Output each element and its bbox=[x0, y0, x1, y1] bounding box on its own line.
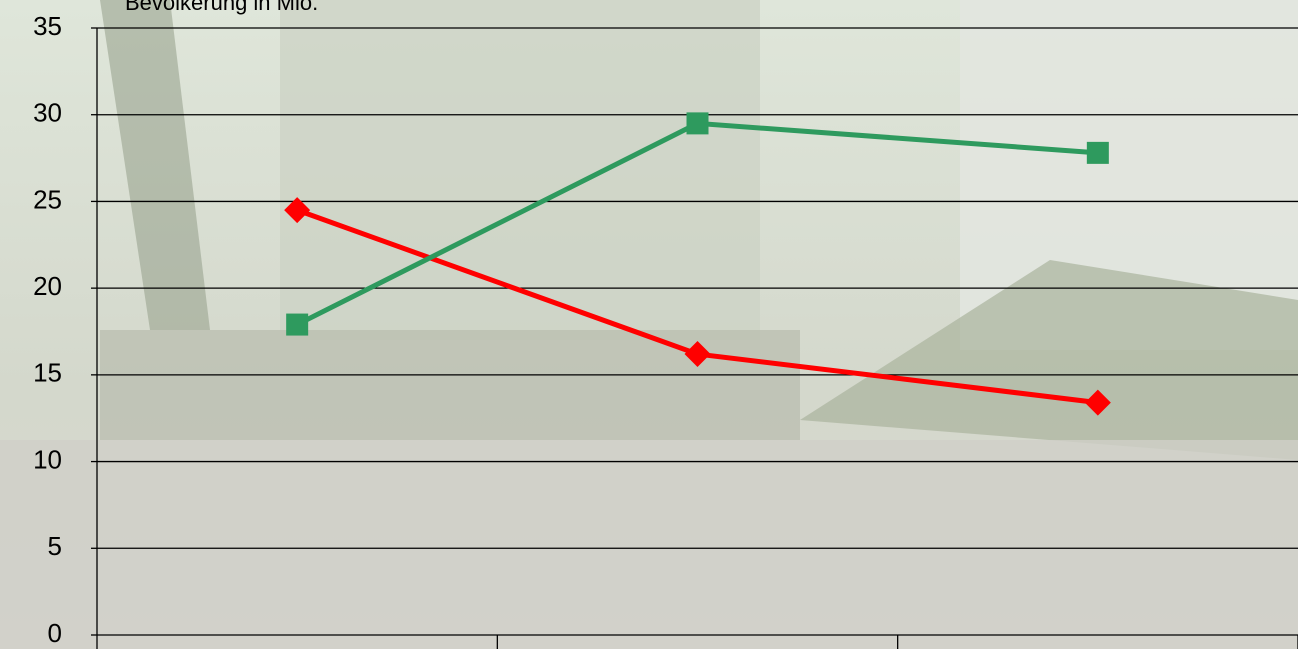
y-tick-label: 10 bbox=[33, 444, 62, 474]
marker bbox=[286, 313, 309, 336]
y-tick-label: 30 bbox=[33, 98, 62, 128]
marker bbox=[684, 341, 711, 368]
marker bbox=[1086, 141, 1109, 164]
marker bbox=[686, 112, 709, 135]
y-tick-label: 25 bbox=[33, 184, 62, 214]
chart-title: Bevölkerung in Mio. bbox=[125, 0, 318, 15]
y-tick-label: 0 bbox=[48, 618, 62, 648]
y-tick-label: 5 bbox=[48, 531, 62, 561]
marker bbox=[284, 197, 311, 224]
y-tick-label: 35 bbox=[33, 11, 62, 41]
marker bbox=[1084, 389, 1111, 416]
y-tick-label: 20 bbox=[33, 271, 62, 301]
y-tick-label: 15 bbox=[33, 358, 62, 388]
